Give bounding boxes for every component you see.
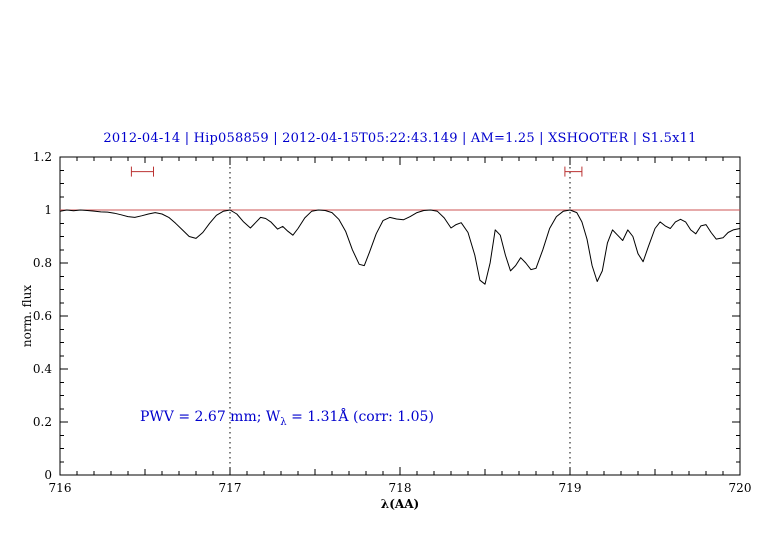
pwv-annotation: PWV = 2.67 mm; Wλ = 1.31Å (corr: 1.05) — [140, 409, 434, 428]
y-tick-label: 1 — [44, 203, 52, 217]
pwv-annotation-suffix: = 1.31Å (corr: 1.05) — [286, 409, 434, 425]
plot-title: 2012-04-14 | Hip058859 | 2012-04-15T05:2… — [103, 131, 697, 146]
x-tick-label: 718 — [389, 481, 412, 495]
x-tick-label: 717 — [219, 481, 242, 495]
x-tick-label: 720 — [729, 481, 752, 495]
pwv-annotation-lambda-subscript: λ — [280, 416, 287, 428]
y-axis-label: norm. flux — [20, 284, 34, 348]
y-tick-label: 0.8 — [33, 256, 52, 270]
spectrum-line — [59, 209, 741, 285]
y-tick-label: 0 — [44, 468, 52, 482]
y-tick-label: 0.2 — [33, 415, 52, 429]
x-tick-label: 719 — [559, 481, 582, 495]
x-tick-label: 716 — [49, 481, 72, 495]
x-axis-label: λ(AA) — [380, 497, 420, 511]
y-tick-label: 0.6 — [33, 309, 52, 323]
y-tick-label: 1.2 — [33, 150, 52, 164]
y-tick-label: 0.4 — [33, 362, 52, 376]
pwv-annotation-prefix: PWV = 2.67 mm; W — [140, 409, 281, 425]
